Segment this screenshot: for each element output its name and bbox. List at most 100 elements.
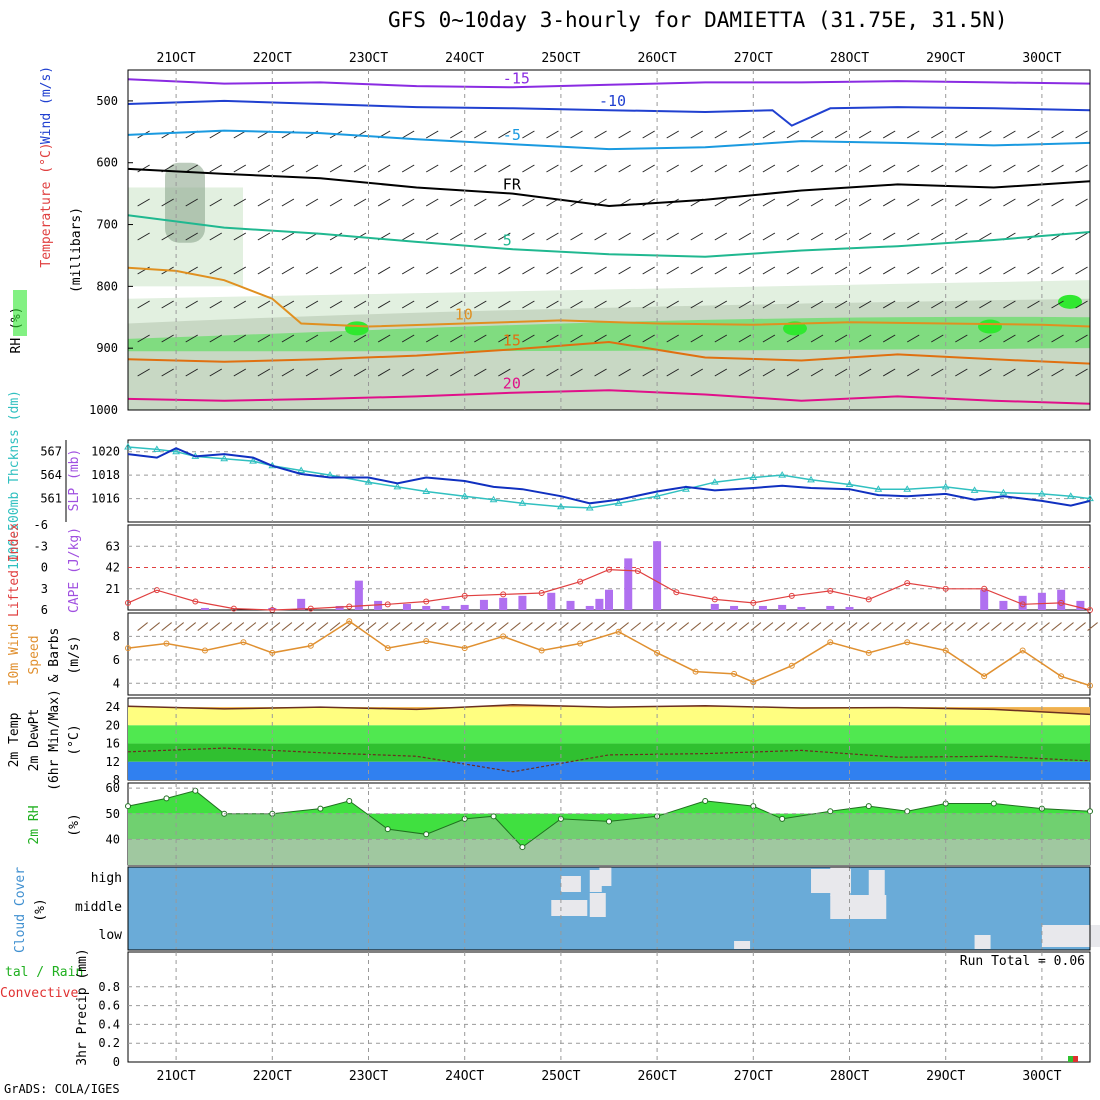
wind-barb xyxy=(450,266,463,275)
wind-barb xyxy=(257,368,271,377)
wind-barb xyxy=(281,300,295,309)
wind-barb xyxy=(197,622,209,631)
wind-barb xyxy=(425,232,439,241)
ylabel-wind10m: Speed xyxy=(27,635,42,674)
wind-barb xyxy=(233,300,247,309)
wind-barb xyxy=(606,622,617,631)
wind-barb xyxy=(882,198,896,207)
wind-barb xyxy=(474,334,487,343)
wind-barb xyxy=(137,368,150,377)
wind-barb xyxy=(931,300,944,309)
wind-barb xyxy=(498,266,511,275)
wind-barb xyxy=(498,622,509,631)
cape-bar xyxy=(547,592,556,610)
wind-barb xyxy=(474,130,487,139)
rh2m-tick-label: 40 xyxy=(106,832,120,846)
wind-barb xyxy=(846,622,858,631)
contour-FR xyxy=(127,167,1091,208)
y-tick-label: 600 xyxy=(96,156,118,170)
wind-barb xyxy=(209,198,223,207)
ylabel-li: Lifted Index xyxy=(7,523,22,617)
wind-speed-point xyxy=(750,679,757,686)
wind-barb xyxy=(931,164,944,173)
wind-barb xyxy=(570,368,583,377)
wind-barb xyxy=(233,130,247,139)
wind-barb xyxy=(185,622,197,631)
slp-thickness-panel: 1020 1018 1016 567 564 561 1000-500mb Thcknss … xyxy=(7,390,1094,570)
rh2m-point xyxy=(904,808,911,815)
time-label-top: 25OCT xyxy=(541,51,580,66)
cloud-patch xyxy=(830,895,887,919)
thickness-point xyxy=(518,499,527,506)
thickness-tick-label: 561 xyxy=(40,492,62,506)
contour-label: -15 xyxy=(503,69,530,87)
contour-20 xyxy=(127,389,1091,405)
time-label-bottom: 23OCT xyxy=(349,1069,388,1084)
lifted-index-point xyxy=(307,605,314,612)
wind-barb xyxy=(834,300,848,309)
ylabel-precip-left: tal / Rain xyxy=(5,965,83,980)
wind-barb xyxy=(401,266,415,275)
wind-barb xyxy=(329,300,343,309)
wind-barb xyxy=(365,622,377,631)
wind-barb xyxy=(425,130,439,139)
time-label-top: 23OCT xyxy=(349,51,388,66)
cape-bar xyxy=(758,605,767,610)
wind-barb xyxy=(714,266,728,275)
thickness-point xyxy=(297,466,306,473)
wind-barb xyxy=(137,198,150,207)
contour-label: 15 xyxy=(503,331,521,349)
wind-barb xyxy=(425,300,439,309)
rh2m-point xyxy=(346,797,353,804)
ylabel-precip: 3hr Precip (mm) xyxy=(75,948,90,1065)
wind-barb xyxy=(269,622,281,631)
wind-barb xyxy=(666,300,679,309)
lifted-index-point xyxy=(750,599,757,606)
wind-barb xyxy=(942,622,954,631)
cape-tick-label: 63 xyxy=(106,539,120,553)
wind-barb xyxy=(450,164,463,173)
lifted-index-point xyxy=(788,592,795,599)
precip-tick-label: 0.2 xyxy=(98,1036,120,1050)
wind-speed-point xyxy=(1087,682,1093,689)
wind-barb xyxy=(534,622,545,631)
wind-barb xyxy=(377,164,391,173)
wind-barb xyxy=(618,232,631,241)
wind-barb xyxy=(522,198,535,207)
wind-barb xyxy=(570,232,583,241)
thickness-point xyxy=(682,485,690,492)
wind-speed-point xyxy=(307,642,314,649)
wind-barb xyxy=(425,266,439,275)
wind-barb xyxy=(221,622,233,631)
wind-barb xyxy=(858,198,872,207)
contour-label: 20 xyxy=(503,375,521,393)
time-label-top: 22OCT xyxy=(253,51,292,66)
wind-barb xyxy=(377,334,391,343)
wind-barb xyxy=(594,622,605,631)
wind-barb xyxy=(870,622,882,631)
wind-barb xyxy=(858,368,872,377)
lifted-index-point xyxy=(461,592,468,599)
ylabel-temp2m: 2m DewPt xyxy=(27,709,42,772)
wind-barb xyxy=(1075,232,1088,241)
ylabel-wind10m: 10m Wind xyxy=(7,624,22,687)
wind-barb xyxy=(906,368,920,377)
wind-barb xyxy=(979,198,992,207)
wind-barb xyxy=(425,198,439,207)
wind-barb xyxy=(594,266,607,275)
contour-10 xyxy=(127,266,1091,328)
cape-bar xyxy=(595,598,604,610)
wind-barb xyxy=(1051,198,1064,207)
wind-barb xyxy=(137,622,148,631)
wind-barb xyxy=(353,300,367,309)
wind-barb xyxy=(690,334,704,343)
wind-barb xyxy=(570,164,583,173)
lifted-index-point xyxy=(673,589,680,596)
time-label-top: 28OCT xyxy=(830,51,869,66)
wind-barb xyxy=(329,334,343,343)
wind-barb xyxy=(257,164,271,173)
li-tick-label: 0 xyxy=(41,561,48,575)
wind-barb xyxy=(233,164,247,173)
ylabel-cloud: (%) xyxy=(33,898,48,921)
